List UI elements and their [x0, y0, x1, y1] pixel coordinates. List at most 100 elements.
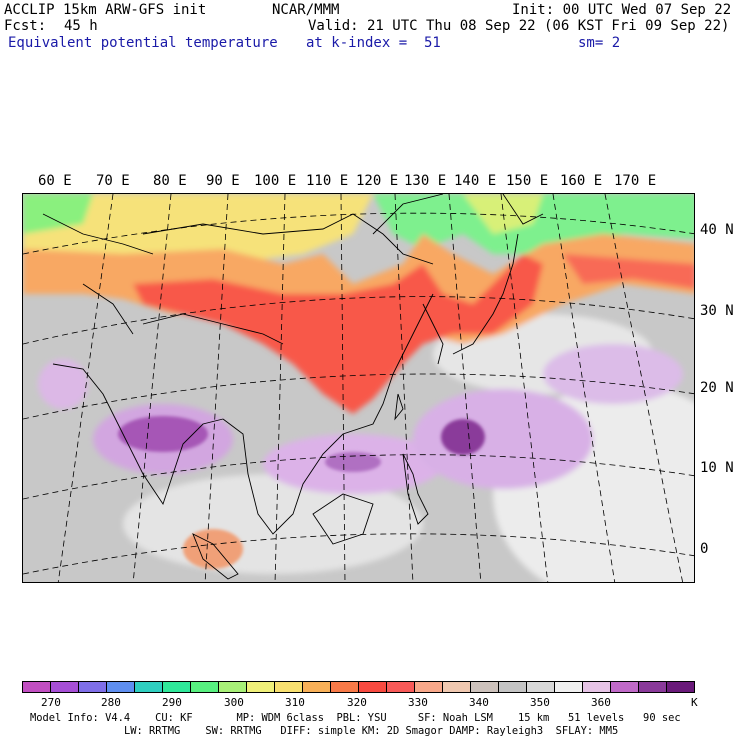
field-deep-purple-bay [118, 416, 208, 452]
theta-e-map [22, 193, 695, 583]
colorbar-segment-6 [191, 682, 219, 692]
forecast-hours: 45 h [64, 18, 98, 34]
lon-label-60e: 60 E [38, 173, 72, 189]
parallel-10n [23, 454, 694, 500]
meridian-70e [57, 194, 114, 582]
lon-label-160e: 160 E [560, 173, 603, 189]
parallel-20n [23, 373, 694, 420]
colorbar-tick-310: 310 [285, 696, 305, 709]
colorbar-segment-14 [415, 682, 443, 692]
meridian-90e [204, 194, 229, 582]
colorbar-segment-16 [471, 682, 499, 692]
colorbar-tick-340: 340 [469, 696, 489, 709]
coastline-russia [372, 194, 544, 235]
model-info-line1: Model Info: V4.4 CU: KF MP: WDM 6class P… [30, 712, 681, 724]
colorbar-unit: K [691, 696, 698, 709]
colorbar-segment-1 [51, 682, 79, 692]
border-china-mongolia [142, 213, 434, 265]
valid-time: Valid: 21 UTC Thu 08 Sep 22 (06 KST Fri … [308, 18, 730, 34]
field-green-north [373, 194, 694, 254]
lon-label-140e: 140 E [454, 173, 497, 189]
lon-label-100e: 100 E [254, 173, 297, 189]
model-info-line2: LW: RRTMG SW: RRTMG DIFF: simple KM: 2D … [124, 725, 619, 737]
colorbar-segment-7 [219, 682, 247, 692]
lon-label-70e: 70 E [96, 173, 130, 189]
field-purple-wpac [413, 389, 593, 489]
lon-label-130e: 130 E [404, 173, 447, 189]
init-time: Init: 00 UTC Wed 07 Sep 22 [512, 2, 732, 18]
field-deep-purple-scs [325, 452, 381, 472]
colorbar-segment-10 [303, 682, 331, 692]
colorbar-segment-23 [667, 682, 694, 692]
parallel-30n [23, 296, 694, 345]
lat-label-40n: 40 N [700, 222, 734, 238]
organization-label: NCAR/MMM [272, 2, 340, 18]
colorbar-segment-11 [331, 682, 359, 692]
coastline-japan [452, 233, 519, 355]
lon-label-80e: 80 E [153, 173, 187, 189]
colorbar-tick-350: 350 [530, 696, 550, 709]
field-red-core [133, 254, 543, 414]
colorbar-tick-270: 270 [41, 696, 61, 709]
colorbar-segment-5 [163, 682, 191, 692]
smoothing-value: sm= 2 [578, 35, 621, 51]
lat-label-30n: 30 N [700, 303, 734, 319]
field-red-east [563, 254, 694, 289]
coastline-borneo [312, 493, 374, 545]
colorbar-segment-8 [247, 682, 275, 692]
border-tibet [142, 313, 284, 345]
field-orange-sumatra [183, 529, 243, 569]
colorbar-segment-22 [639, 682, 667, 692]
forecast-label: Fcst: [4, 18, 47, 34]
meridian-120e [394, 194, 414, 582]
colorbar-segment-19 [555, 682, 583, 692]
coastline-india [52, 363, 224, 506]
colorbar-tick-290: 290 [162, 696, 182, 709]
color-scale-bar [22, 681, 695, 693]
colorbar-segment-9 [275, 682, 303, 692]
meridian-150e [552, 194, 616, 582]
field-name: Equivalent potential temperature [8, 35, 278, 51]
coastline-taiwan [394, 393, 404, 421]
colorbar-tick-300: 300 [224, 696, 244, 709]
lon-label-110e: 110 E [306, 173, 349, 189]
coastline-korea [422, 303, 444, 365]
colorbar-segment-3 [107, 682, 135, 692]
colorbar-segment-0 [23, 682, 51, 692]
meridian-110e [340, 194, 346, 582]
meridian-80e [132, 194, 172, 582]
colorbar-tick-360: 360 [591, 696, 611, 709]
colorbar-segment-17 [499, 682, 527, 692]
model-title: ACCLIP 15km ARW-GFS init [4, 2, 207, 18]
field-purple-arabian [38, 359, 88, 409]
parallel-40n [23, 212, 694, 255]
colorbar-tick-330: 330 [408, 696, 428, 709]
colorbar-segment-18 [527, 682, 555, 692]
field-purple-ne [543, 344, 683, 404]
border-central-asia [42, 213, 154, 335]
meridian-100e [274, 194, 286, 582]
colorbar-segment-13 [387, 682, 415, 692]
meridian-160e [604, 194, 684, 582]
coastline-philippines [402, 453, 429, 525]
lat-label-20n: 20 N [700, 380, 734, 396]
lat-label-0: 0 [700, 541, 709, 557]
colorbar-segment-12 [359, 682, 387, 692]
coastline-se-asia [222, 293, 434, 535]
colorbar-segment-4 [135, 682, 163, 692]
colorbar-segment-2 [79, 682, 107, 692]
coastline-sumatra [192, 533, 239, 580]
colorbar-tick-320: 320 [347, 696, 367, 709]
colorbar-segment-20 [583, 682, 611, 692]
lon-label-150e: 150 E [506, 173, 549, 189]
lat-label-10n: 10 N [700, 460, 734, 476]
colorbar-segment-21 [611, 682, 639, 692]
colorbar-tick-280: 280 [101, 696, 121, 709]
lon-label-120e: 120 E [356, 173, 399, 189]
meridian-130e [448, 194, 482, 582]
vertical-level: at k-index = 51 [306, 35, 441, 51]
field-deep-purple-typhoon [441, 419, 485, 455]
lon-label-90e: 90 E [206, 173, 240, 189]
meridian-140e [500, 194, 549, 582]
lon-label-170e: 170 E [614, 173, 657, 189]
